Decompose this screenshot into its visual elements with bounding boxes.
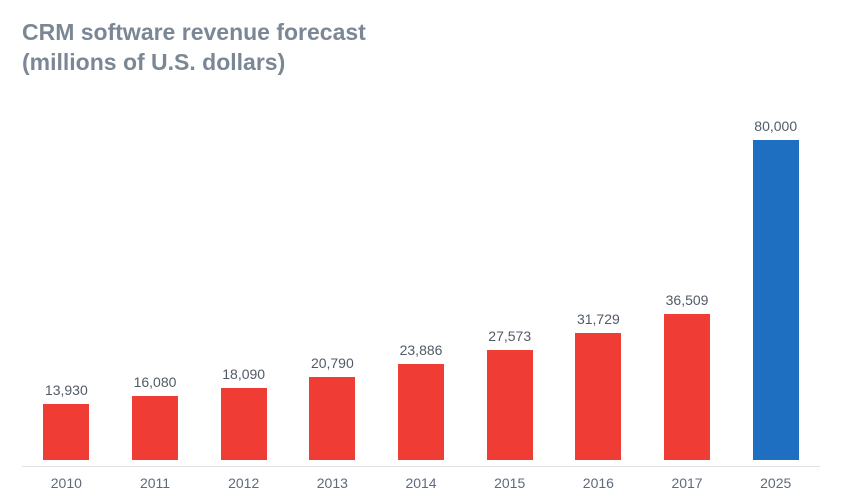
chart-container: CRM software revenue forecast (millions …: [0, 0, 842, 503]
bar: [398, 364, 444, 460]
x-axis-label: 2011: [111, 475, 200, 491]
bar-value-label: 18,090: [222, 366, 265, 382]
bar-value-label: 16,080: [134, 374, 177, 390]
bar-group: 31,729: [554, 114, 643, 460]
x-axis-label: 2013: [288, 475, 377, 491]
x-axis-label: 2014: [377, 475, 466, 491]
bar-group: 13,930: [22, 114, 111, 460]
chart-title-line1: CRM software revenue forecast: [22, 19, 366, 45]
bar: [753, 140, 799, 460]
bar: [487, 350, 533, 460]
bar: [221, 388, 267, 460]
x-axis-label: 2015: [465, 475, 554, 491]
bar: [664, 314, 710, 460]
bar-value-label: 20,790: [311, 355, 354, 371]
x-axis-label: 2012: [199, 475, 288, 491]
bar-value-label: 13,930: [45, 382, 88, 398]
bar-value-label: 31,729: [577, 311, 620, 327]
x-axis: 201020112012201320142015201620172025: [22, 466, 820, 491]
bar-group: 20,790: [288, 114, 377, 460]
bar-group: 27,573: [465, 114, 554, 460]
bar-group: 80,000: [731, 114, 820, 460]
x-axis-label: 2025: [731, 475, 820, 491]
x-axis-label: 2010: [22, 475, 111, 491]
bar-value-label: 23,886: [400, 342, 443, 358]
chart-title: CRM software revenue forecast (millions …: [22, 18, 820, 78]
bar-value-label: 27,573: [488, 328, 531, 344]
chart-title-line2: (millions of U.S. dollars): [22, 49, 285, 75]
plot-area: 13,930 16,080 18,090 20,790 23,886 27,573 31,7…: [22, 84, 820, 466]
bar: [575, 333, 621, 460]
bar-group: 36,509: [643, 114, 732, 460]
bar: [43, 404, 89, 460]
bar-group: 18,090: [199, 114, 288, 460]
x-axis-label: 2017: [643, 475, 732, 491]
bar-group: 23,886: [377, 114, 466, 460]
x-axis-label: 2016: [554, 475, 643, 491]
bar-value-label: 36,509: [666, 292, 709, 308]
bar-group: 16,080: [111, 114, 200, 460]
bar: [132, 396, 178, 460]
bar-value-label: 80,000: [754, 118, 797, 134]
bar: [309, 377, 355, 460]
